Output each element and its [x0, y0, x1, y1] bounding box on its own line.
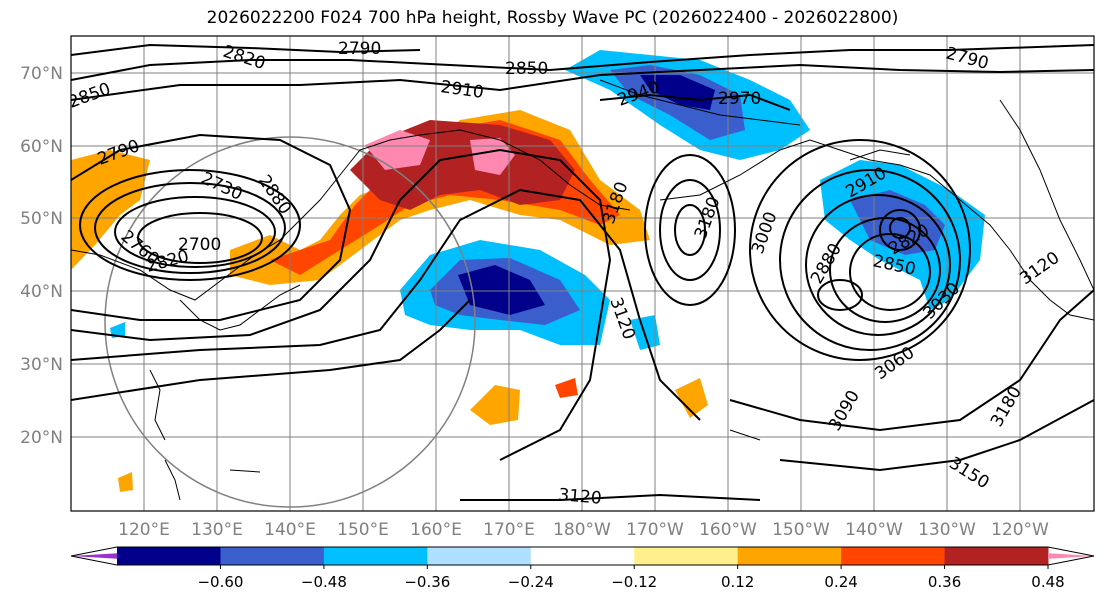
latitude-labels: 70°N 60°N 50°N 40°N 30°N 20°N [20, 64, 63, 448]
lon-label: 120°W [991, 520, 1049, 540]
lat-label: 70°N [20, 64, 63, 84]
lon-label: 150°E [337, 520, 389, 540]
reference-circle [104, 136, 476, 508]
lon-label: 130°E [191, 520, 243, 540]
coastlines [71, 79, 1094, 501]
colorbar-tick-label: 0.12 [721, 573, 754, 591]
colorbar-tick-label: 0.24 [824, 573, 857, 591]
colorbar-tick-label: −0.12 [611, 573, 657, 591]
colorbar-segment [530, 547, 635, 565]
lon-label: 160°E [410, 520, 462, 540]
longitude-labels: 120°E 130°E 140°E 150°E 160°E 170°E 180°… [118, 520, 1049, 540]
map-plot-area: 2820 2790 2850 2910 2940 2970 2790 2850 … [71, 36, 1094, 511]
colorbar-segment [944, 547, 1048, 565]
contour-label: 2850 [505, 59, 548, 79]
height-contours [71, 43, 1094, 501]
lat-label: 60°N [20, 137, 63, 157]
graticule [71, 36, 1094, 511]
colorbar-tick-label: −0.36 [404, 573, 450, 591]
colorbar: −0.60 −0.48 −0.36 −0.24 −0.12 0.12 0.24 0.36 0.4… [70, 546, 1095, 591]
colorbar-tick-label: −0.24 [508, 573, 554, 591]
colorbar-segment [737, 547, 842, 565]
colorbar-segment [427, 547, 532, 565]
colorbar-segment [220, 547, 325, 565]
lon-label: 140°W [845, 520, 903, 540]
lon-label: 140°E [264, 520, 316, 540]
colorbar-tick-label: −0.60 [197, 573, 243, 591]
contour-label: 2790 [338, 39, 381, 59]
lon-label: 170°E [483, 520, 535, 540]
colorbar-tick-label: −0.48 [301, 573, 347, 591]
lon-label: 150°W [772, 520, 830, 540]
lon-label: 120°E [118, 520, 170, 540]
lon-label: 130°W [918, 520, 976, 540]
colorbar-tick-label: 0.48 [1031, 573, 1064, 591]
lon-label: 170°W [626, 520, 684, 540]
lat-label: 30°N [20, 355, 63, 375]
lon-label: 180°W [553, 520, 611, 540]
lon-label: 160°W [699, 520, 757, 540]
colorbar-segment [841, 547, 946, 565]
colorbar-outline [70, 546, 1095, 566]
colorbar-segment [634, 547, 739, 565]
contour-label: 3120 [558, 485, 603, 509]
lat-label: 40°N [20, 282, 63, 302]
colorbar-tick-label: 0.36 [928, 573, 961, 591]
map-title: 2026022200 F024 700 hPa height, Rossby W… [206, 8, 899, 28]
plot-frame [70, 35, 1095, 512]
contour-label: 2700 [178, 235, 221, 255]
lat-label: 20°N [20, 428, 63, 448]
contour-label: 2970 [718, 89, 761, 109]
colorbar-segment [117, 547, 221, 565]
lat-label: 50°N [20, 209, 63, 229]
colorbar-segment [323, 547, 428, 565]
